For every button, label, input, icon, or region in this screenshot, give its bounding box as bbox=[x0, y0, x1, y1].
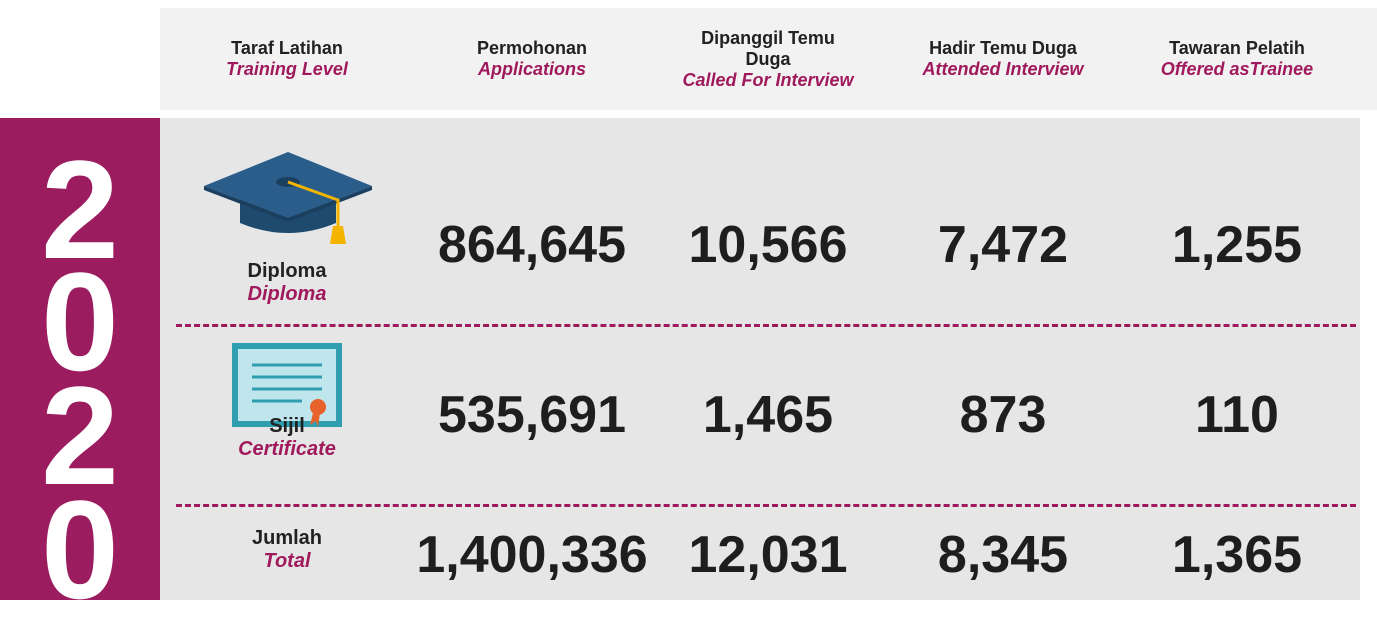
row-divider bbox=[176, 324, 1356, 327]
cell-value: 1,255 bbox=[1171, 216, 1303, 274]
cell-value: 1,365 bbox=[1171, 526, 1303, 584]
cell-value: 10,566 bbox=[688, 216, 848, 274]
header-label-en: Offered asTrainee bbox=[1160, 59, 1314, 79]
cell-value: 7,472 bbox=[937, 216, 1069, 274]
header-cell: Hadir Temu Duga Attended Interview bbox=[893, 38, 1113, 80]
cell-value: 1,465 bbox=[702, 386, 834, 444]
header-label-en: Applications bbox=[477, 59, 586, 79]
cell-value: 535,691 bbox=[438, 386, 626, 444]
cell-value: 110 bbox=[1195, 386, 1279, 444]
header-cell: Permohonan Applications bbox=[422, 38, 642, 80]
cell-value: 1,400,336 bbox=[416, 526, 648, 584]
header-cell: Tawaran Pelatih Offered asTrainee bbox=[1127, 38, 1347, 80]
row-label-ms: Jumlah bbox=[251, 527, 323, 549]
cell-value: 873 bbox=[959, 386, 1047, 444]
row-divider bbox=[176, 504, 1356, 507]
table-body bbox=[160, 118, 1360, 600]
header-label-en: Training Level bbox=[226, 59, 348, 79]
header-cell: Taraf Latihan Training Level bbox=[177, 38, 397, 80]
certificate-icon bbox=[232, 343, 342, 427]
page: {"header": {"columns": [ {"label": "Tara… bbox=[0, 8, 1377, 600]
header-label-en: Called For Interview bbox=[682, 69, 854, 90]
row-label: Sijil Certificate bbox=[238, 415, 336, 461]
row-label-en: Diploma bbox=[247, 283, 327, 305]
year-digit: 2 bbox=[41, 131, 119, 288]
header-cell: Dipanggil Temu Duga Called For Interview bbox=[678, 28, 858, 91]
row-label-en: Total bbox=[263, 550, 311, 572]
cell-value: 12,031 bbox=[688, 526, 848, 584]
header-label-en: Attended Interview bbox=[922, 59, 1084, 79]
header-label: Permohonan bbox=[476, 38, 587, 58]
row-label: Jumlah Total bbox=[252, 527, 322, 573]
year-digit: 0 bbox=[41, 471, 119, 628]
row-label: Diploma Diploma bbox=[248, 260, 327, 306]
year-digit: 0 bbox=[41, 243, 119, 400]
header-label: Hadir Temu Duga bbox=[929, 38, 1077, 58]
graduation-cap-icon bbox=[204, 152, 372, 244]
row-label-en: Certificate bbox=[238, 438, 336, 460]
header-label: Dipanggil Temu Duga bbox=[701, 27, 835, 69]
year-digit: 2 bbox=[41, 357, 119, 514]
row-label-ms: Diploma bbox=[247, 260, 327, 282]
header-band bbox=[160, 8, 1377, 110]
year-bar bbox=[0, 118, 160, 600]
header-label: Tawaran Pelatih bbox=[1169, 38, 1305, 58]
header-label: Taraf Latihan bbox=[231, 38, 343, 58]
row-label-ms: Sijil bbox=[269, 415, 305, 437]
cell-value: 864,645 bbox=[438, 216, 626, 274]
cell-value: 8,345 bbox=[937, 526, 1069, 584]
